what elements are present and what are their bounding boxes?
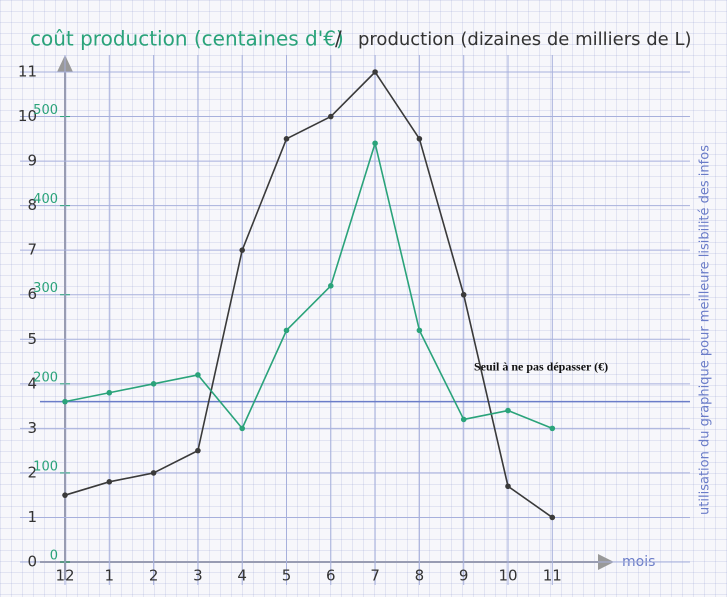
- x-tick-label: 3: [193, 567, 203, 585]
- y-tick-label: 0: [27, 553, 37, 571]
- data-point: [283, 136, 290, 142]
- x-tick-label: 1: [105, 567, 115, 585]
- data-point: [328, 113, 334, 120]
- data-point: [549, 514, 556, 521]
- y-tick-label: 10: [18, 107, 37, 125]
- y-tick-label: 3: [27, 419, 37, 437]
- label-separator: /: [335, 27, 342, 51]
- y-tick-label: 4: [27, 374, 37, 392]
- data-point: [549, 425, 556, 432]
- data-point: [505, 483, 511, 490]
- y2-tick-label: 200: [33, 370, 58, 385]
- data-point: [416, 327, 423, 334]
- y2-tick-label: 100: [33, 459, 58, 474]
- x-tick-label: 11: [543, 567, 562, 585]
- data-point: [328, 283, 334, 289]
- y2-tick-label: 300: [33, 281, 58, 296]
- y-tick-label: 5: [27, 330, 37, 348]
- x-tick-label: 6: [326, 567, 336, 585]
- side-note: utilisation du graphique pour meilleure …: [698, 145, 713, 515]
- data-point: [150, 381, 157, 387]
- series-line: [64, 142, 553, 430]
- data-point: [505, 407, 511, 414]
- data-point: [195, 372, 201, 378]
- y2-tick-label: 400: [33, 192, 58, 207]
- y-tick-label: 11: [18, 63, 37, 81]
- data-point: [416, 136, 423, 142]
- y2-axis-label: coût production (centaines d'€): [30, 27, 344, 51]
- data-point: [62, 398, 68, 405]
- data-point: [460, 416, 467, 423]
- data-point: [372, 69, 378, 75]
- y-tick-label: 8: [27, 196, 37, 214]
- x-tick-label: 2: [149, 567, 159, 585]
- x-tick-label: 9: [459, 567, 469, 585]
- x-tick-label: 5: [282, 567, 292, 585]
- y-tick-label: 7: [27, 241, 37, 259]
- x-tick-label: 12: [55, 567, 74, 585]
- y-tick-label: 1: [27, 508, 37, 526]
- y-tick-label: 9: [27, 152, 37, 170]
- x-tick-label: 7: [370, 567, 380, 585]
- data-point: [372, 140, 378, 147]
- x-tick-label: 4: [237, 567, 247, 585]
- data-point: [106, 479, 113, 485]
- data-point: [239, 247, 245, 253]
- y-tick-label: 2: [27, 463, 37, 481]
- data-point: [106, 389, 113, 396]
- x-tick-label: 10: [498, 567, 517, 585]
- data-point: [62, 492, 68, 498]
- data-point: [150, 470, 157, 476]
- series-line: [64, 71, 553, 519]
- y2-tick-label: 500: [33, 103, 58, 118]
- threshold-label: Seuil à ne pas dépasser (€): [474, 359, 608, 373]
- data-point: [239, 425, 245, 432]
- y2-tick-label: 0: [50, 549, 58, 564]
- data-point: [460, 291, 467, 298]
- y-axis-label: production (dizaines de milliers de L): [358, 29, 692, 50]
- data-point: [195, 447, 201, 454]
- y-tick-label: 6: [27, 285, 37, 303]
- x-tick-label: 8: [415, 567, 425, 585]
- data-point: [283, 327, 290, 334]
